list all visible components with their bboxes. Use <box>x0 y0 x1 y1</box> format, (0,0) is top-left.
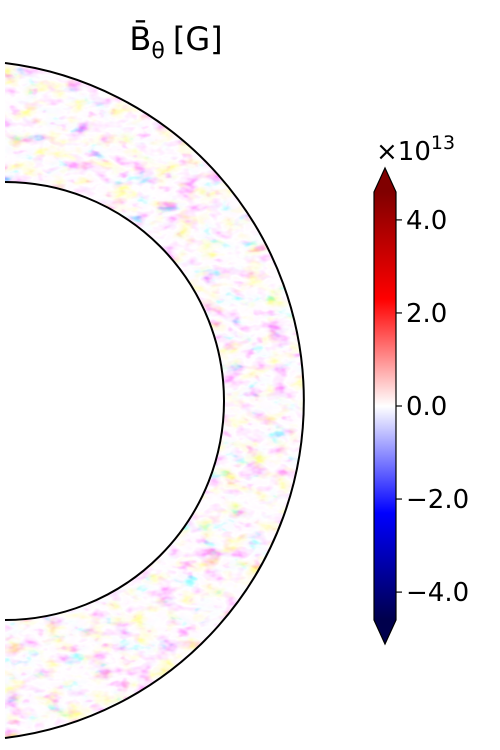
shell-boundary <box>4 62 305 739</box>
shell-heatmap <box>4 62 305 739</box>
colorbar-tick-label: −2.0 <box>406 485 469 515</box>
colorbar-extend-min <box>374 620 396 644</box>
colorbar-tick-label: 4.0 <box>406 206 447 236</box>
colorbar-gradient <box>374 192 396 620</box>
colorbar-tick-label: 2.0 <box>406 299 447 329</box>
colorbar-tick-label: −4.0 <box>406 578 469 608</box>
colorbar-multiplier: ×1013 <box>376 132 455 167</box>
colorbar-tick-label: 0.0 <box>406 392 447 422</box>
colorbar: ×1013 4.0 2.0 0.0 −2.0 −4.0 <box>373 132 469 646</box>
chart-title: B̄θ [G] <box>129 19 222 64</box>
colorbar-extend-max <box>374 168 396 192</box>
